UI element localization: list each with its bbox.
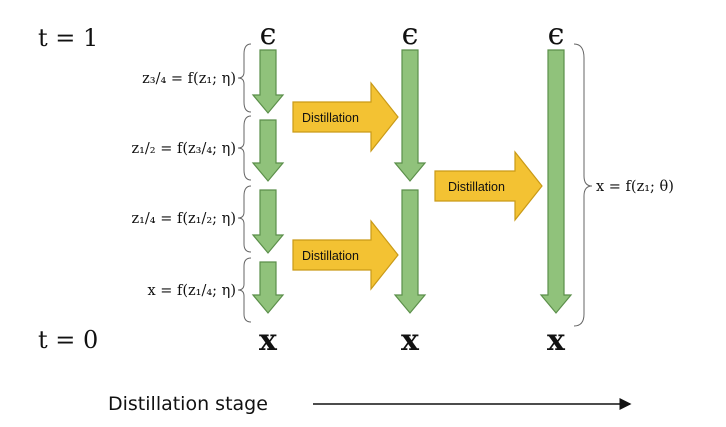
green-step-arrow-6 [393, 189, 427, 314]
step-equation-4: x = f(z₁/₄; η) [147, 283, 236, 299]
brace-step-4 [237, 257, 252, 323]
time-label-bottom: t = 0 [38, 326, 98, 354]
green-step-arrow-5 [393, 49, 427, 182]
brace-step-3 [237, 185, 252, 253]
green-step-arrow-7 [539, 49, 573, 314]
caption-distillation-stage: Distillation stage [108, 393, 268, 415]
x-symbol-col2: x [401, 323, 420, 358]
distillation-label-1: Distillation [302, 111, 359, 125]
green-step-arrow-4 [251, 261, 285, 314]
green-step-arrow-2 [251, 119, 285, 182]
distillation-arrow-1 [292, 81, 399, 153]
epsilon-symbol-col3: ϵ [548, 17, 565, 52]
x-symbol-col1: x [259, 323, 278, 358]
distillation-label-2: Distillation [302, 249, 359, 263]
brace-step-1 [237, 43, 252, 113]
epsilon-symbol-col1: ϵ [260, 17, 277, 52]
distillation-arrow-2 [292, 219, 399, 291]
green-step-arrow-3 [251, 189, 285, 254]
brace-final [573, 43, 593, 327]
epsilon-symbol-col2: ϵ [402, 17, 419, 52]
green-step-arrow-1 [251, 49, 285, 114]
final-equation: x = f(z₁; θ) [596, 179, 674, 195]
step-equation-1: z₃/₄ = f(z₁; η) [142, 71, 236, 87]
distillation-arrow-3 [434, 150, 543, 222]
distillation-label-3: Distillation [448, 180, 505, 194]
brace-step-2 [237, 115, 252, 181]
step-equation-3: z₁/₄ = f(z₁/₂; η) [131, 211, 236, 227]
time-label-top: t = 1 [38, 24, 98, 52]
x-symbol-col3: x [547, 323, 566, 358]
step-equation-2: z₁/₂ = f(z₃/₄; η) [131, 141, 236, 157]
